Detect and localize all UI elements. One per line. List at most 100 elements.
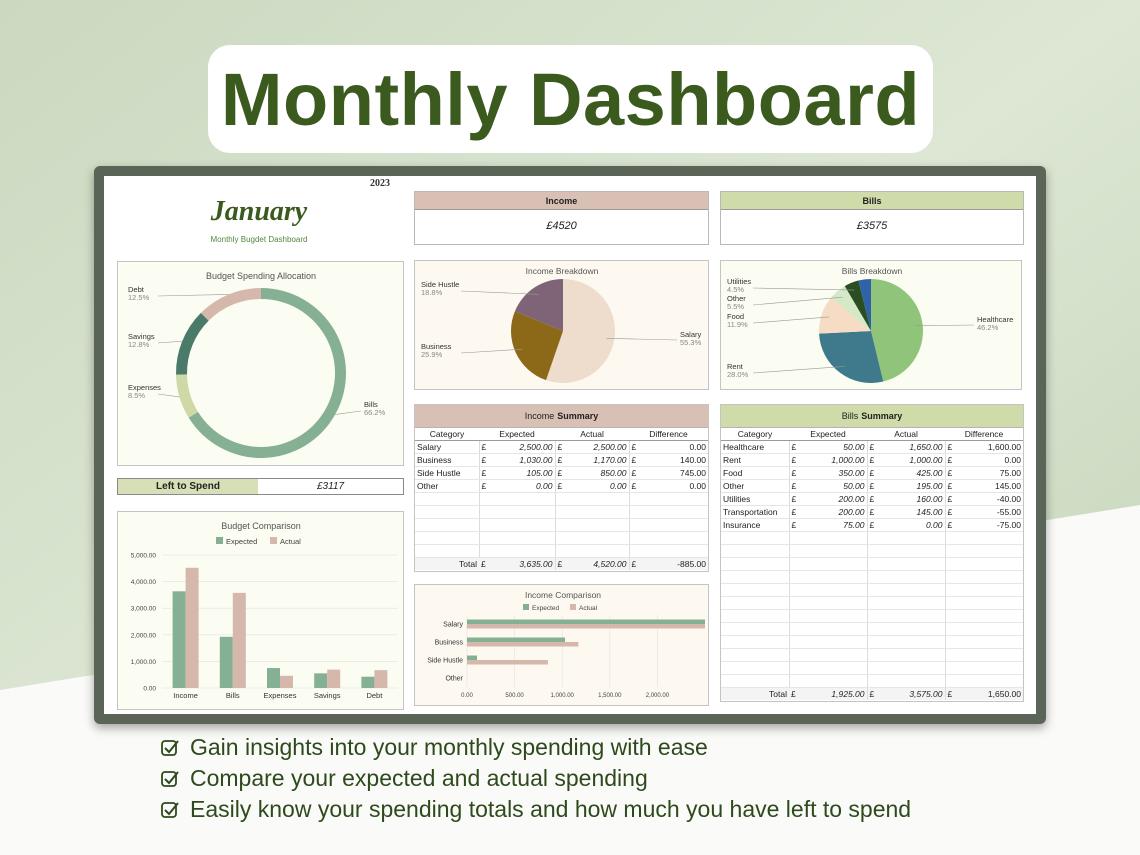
- table-cell: 50.00: [799, 440, 868, 454]
- x-tick-label: 1,000.00: [551, 693, 575, 699]
- table-row: Insurance £75.00 £0.00 £ -75.00: [721, 518, 1023, 532]
- table-cell: 1,650.00: [877, 440, 946, 454]
- table-cell: [867, 648, 878, 662]
- total-row: Total £1,925.00 £3,575.00 £1,650.00: [721, 686, 1023, 700]
- dashboard-sheet: 2023 January Monthly Bugdet Dashboard In…: [104, 176, 1036, 714]
- table-cell: 1,170.00: [565, 453, 630, 467]
- table-cell: [867, 661, 878, 675]
- table-cell: [479, 505, 489, 519]
- table-cell: £: [479, 453, 489, 467]
- bar: [314, 673, 328, 688]
- bar: [467, 655, 477, 660]
- slice-label: Expenses: [128, 383, 161, 392]
- table-cell: £: [945, 518, 956, 532]
- table-cell: [789, 544, 799, 558]
- table-cell: 145.00: [955, 479, 1023, 493]
- table-row: [721, 674, 1023, 688]
- table-row: [721, 570, 1023, 584]
- table-cell: [789, 648, 799, 662]
- bar: [467, 660, 548, 665]
- table-cell: [955, 635, 1023, 649]
- table-cell: 4,520.00: [565, 556, 630, 570]
- table-cell: [629, 492, 640, 506]
- table-cell: [789, 661, 799, 675]
- table-cell: [799, 557, 868, 571]
- slice-label: Healthcare: [977, 315, 1013, 324]
- table-cell: £: [945, 686, 956, 700]
- left-to-spend: Left to Spend £3117: [117, 478, 404, 495]
- table-cell: [867, 596, 878, 610]
- table-cell: £: [555, 440, 566, 454]
- table-cell: 2,500.00: [565, 440, 630, 454]
- bills-breakdown-title: Bills Breakdown: [842, 266, 903, 276]
- table-cell: [867, 635, 878, 649]
- table-cell: 200.00: [799, 505, 868, 519]
- table-cell: £: [789, 492, 799, 506]
- table-cell: [721, 674, 790, 688]
- table-cell: £: [789, 479, 799, 493]
- column-header: Actual: [867, 428, 946, 441]
- pie-slice: [871, 279, 923, 382]
- table-cell: [489, 531, 556, 545]
- slice-label: Utilities: [727, 277, 751, 286]
- slice-percent: 5.5%: [727, 302, 744, 311]
- table-cell: [867, 544, 878, 558]
- table-cell: [629, 531, 640, 545]
- table-cell: 1,925.00: [799, 686, 868, 700]
- table-cell: [555, 531, 566, 545]
- table-cell: [415, 531, 480, 545]
- pie-slice: [858, 279, 871, 331]
- table-cell: [867, 674, 878, 688]
- table-cell: [877, 674, 946, 688]
- table-cell: Side Hustle: [415, 466, 480, 480]
- table-cell: [789, 583, 799, 597]
- bar: [374, 670, 388, 688]
- slice-percent: 46.2%: [977, 323, 999, 332]
- allocation-chart: Budget Spending Allocation Bills 66.2% Exp…: [117, 261, 404, 466]
- table-row: Salary £2,500.00 £2,500.00 £0.00: [415, 440, 708, 454]
- table-cell: [565, 544, 630, 558]
- table-cell: 0.00: [489, 479, 556, 493]
- table-cell: [877, 583, 946, 597]
- slice-label: Savings: [128, 332, 155, 341]
- table-cell: [799, 583, 868, 597]
- table-cell: [955, 648, 1023, 662]
- table-cell: 1,000.00: [799, 453, 868, 467]
- table-cell: 75.00: [799, 518, 868, 532]
- table-cell: [489, 544, 556, 558]
- table-cell: 3,575.00: [877, 686, 946, 700]
- table-cell: £: [945, 453, 956, 467]
- bills-summary-grid: Category Expected Actual Difference Heal…: [721, 428, 1023, 700]
- table-row: [415, 518, 708, 532]
- leader-line: [157, 393, 180, 398]
- table-cell: [867, 557, 878, 571]
- table-cell: £: [867, 453, 878, 467]
- income-summary-title: Income Summary: [415, 405, 708, 428]
- table-cell: £: [867, 466, 878, 480]
- table-cell: £: [629, 466, 640, 480]
- table-cell: [799, 648, 868, 662]
- table-cell: [799, 544, 868, 558]
- income-breakdown-title: Income Breakdown: [526, 266, 599, 276]
- table-cell: £: [945, 440, 956, 454]
- table-cell: [877, 557, 946, 571]
- table-cell: [877, 609, 946, 623]
- table-cell: £: [867, 479, 878, 493]
- table-cell: [877, 544, 946, 558]
- table-cell: [721, 622, 790, 636]
- table-row: [415, 531, 708, 545]
- table-cell: [877, 648, 946, 662]
- table-cell: [955, 609, 1023, 623]
- table-cell: [955, 674, 1023, 688]
- table-cell: [415, 505, 480, 519]
- slice-percent: 66.2%: [364, 408, 386, 417]
- table-cell: [799, 570, 868, 584]
- table-row: [721, 609, 1023, 623]
- table-cell: 1,030.00: [489, 453, 556, 467]
- legend-label: Expected: [532, 605, 559, 612]
- income-card: Income £4520: [414, 191, 709, 245]
- table-row: [415, 492, 708, 506]
- table-cell: [945, 648, 956, 662]
- x-tick-label: Bills: [226, 691, 240, 700]
- table-cell: [799, 622, 868, 636]
